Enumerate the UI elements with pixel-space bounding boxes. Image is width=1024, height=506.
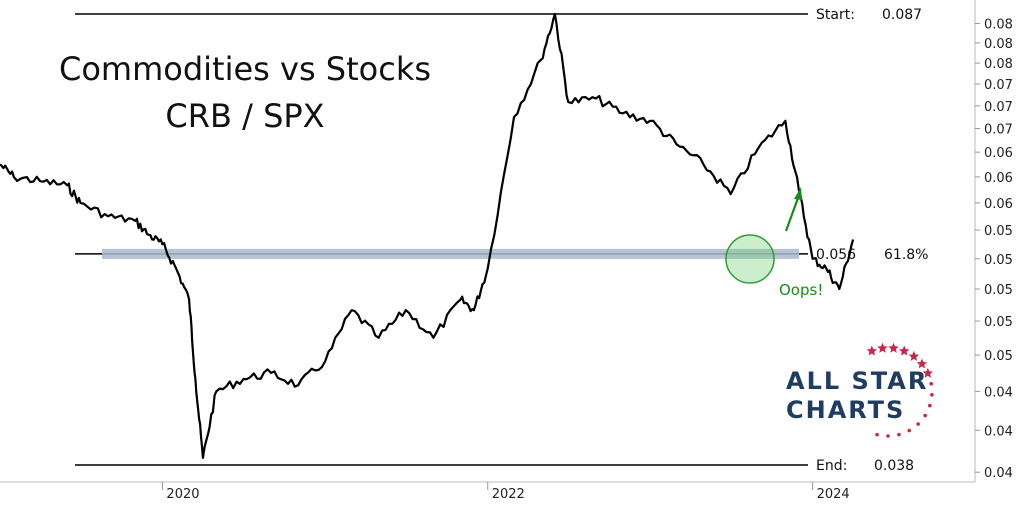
star-icon (888, 342, 899, 353)
y-tick-label: 0.04 (984, 424, 1013, 439)
x-ticks: 2020 2022 2024 (161, 482, 850, 502)
dot-icon (930, 392, 934, 397)
star-icon (916, 358, 928, 369)
y-tick-label: 0.05 (984, 283, 1013, 298)
dot-icon (916, 422, 920, 426)
y-tick-label: 0.05 (984, 349, 1013, 364)
fib-level-value: 0.056 (816, 247, 856, 263)
y-tick-label: 0.08 (984, 57, 1013, 72)
y-tick-label: 0.05 (984, 253, 1013, 268)
chart-subtitle: CRB / SPX (165, 97, 325, 135)
y-ticks: 0.08 0.08 0.08 0.07 0.07 0.07 0.06 0.06 0.06 0.05… (975, 17, 1013, 481)
end-level-value: 0.038 (874, 458, 914, 474)
y-tick-label: 0.07 (984, 100, 1013, 115)
y-tick-label: 0.06 (984, 146, 1013, 161)
x-tick-label: 2024 (817, 487, 850, 502)
start-level-label: Start: (816, 7, 855, 23)
dot-icon (929, 381, 934, 386)
end-level-label: End: (816, 458, 847, 474)
highlight-circle (725, 234, 775, 284)
y-tick-label: 0.07 (984, 78, 1013, 93)
logo-line-2: CHARTS (786, 396, 906, 424)
fib-level-label: 61.8% (884, 247, 928, 263)
chart-title: Commodities vs Stocks (58, 50, 432, 88)
y-tick-label: 0.08 (984, 37, 1013, 52)
dot-icon (897, 432, 901, 437)
star-icon (908, 350, 920, 361)
y-tick-label: 0.08 (984, 17, 1013, 32)
dot-icon (907, 428, 911, 433)
y-tick-label: 0.04 (984, 385, 1013, 400)
y-tick-label: 0.06 (984, 171, 1013, 186)
star-icon (922, 367, 933, 378)
stars-arc-icon (866, 342, 934, 438)
dot-icon (928, 403, 932, 408)
x-tick-label: 2020 (166, 487, 199, 502)
oops-annotation: Oops! (779, 281, 824, 299)
y-tick-label: 0.05 (984, 224, 1013, 239)
dot-icon (886, 434, 890, 438)
logo-line-1: ALL STAR (786, 367, 929, 395)
y-tick-label: 0.04 (984, 466, 1013, 481)
up-arrow (784, 187, 802, 232)
support-band (102, 248, 799, 259)
star-icon (899, 345, 910, 356)
y-tick-label: 0.06 (984, 197, 1013, 212)
all-star-charts-logo: ALL STAR CHARTS (780, 342, 950, 442)
y-tick-label: 0.05 (984, 315, 1013, 330)
dot-icon (923, 413, 927, 418)
star-icon (866, 345, 877, 356)
star-icon (877, 342, 888, 353)
series-line (0, 12, 855, 459)
y-tick-label: 0.07 (984, 123, 1013, 138)
dot-icon (875, 432, 879, 437)
x-tick-label: 2022 (492, 487, 525, 502)
start-level-value: 0.087 (882, 7, 922, 23)
